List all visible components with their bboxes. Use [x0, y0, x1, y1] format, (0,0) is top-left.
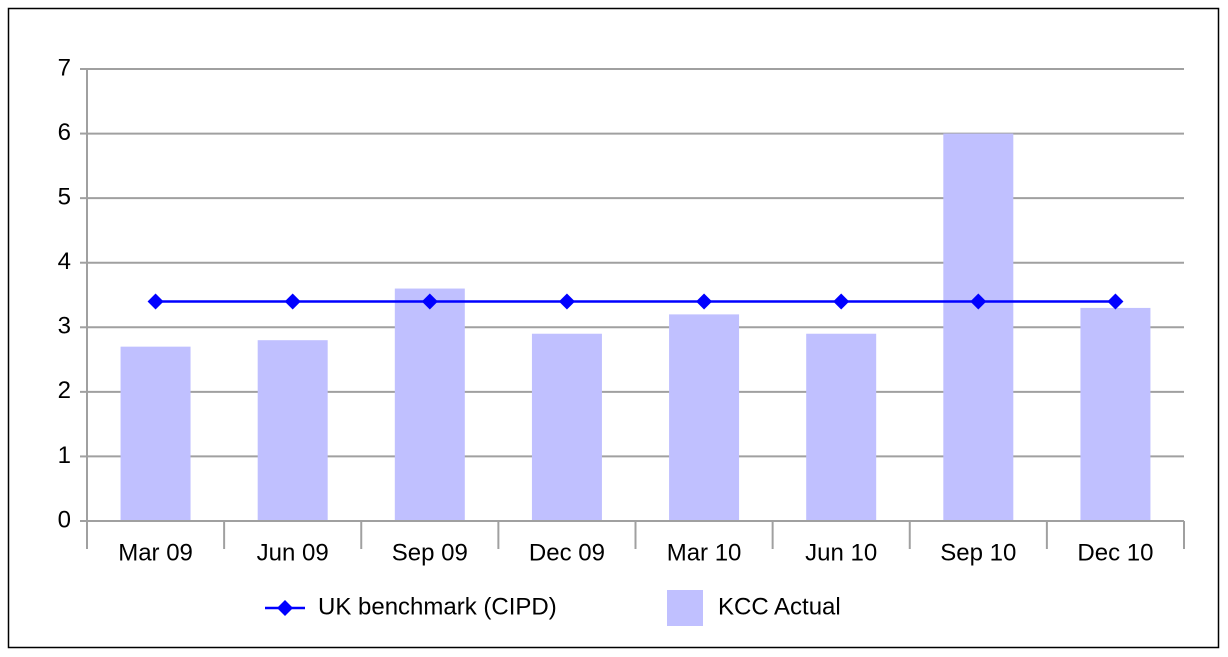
bar: [257, 340, 328, 521]
bar: [806, 333, 877, 521]
bar: [120, 346, 191, 521]
bar: [943, 133, 1014, 522]
marker: [833, 293, 850, 310]
x-tick-label: Mar 10: [667, 539, 742, 566]
y-tick-label: 2: [58, 377, 71, 404]
bar: [531, 333, 602, 521]
bar: [1080, 307, 1151, 521]
marker: [1107, 293, 1124, 310]
marker: [147, 293, 164, 310]
x-tick-label: Jun 10: [805, 539, 877, 566]
bar: [394, 288, 465, 521]
y-tick-label: 4: [58, 248, 71, 275]
legend-swatch: [667, 590, 703, 626]
x-tick-label: Sep 09: [392, 539, 468, 566]
legend-label: UK benchmark (CIPD): [318, 593, 557, 620]
y-tick-label: 0: [58, 506, 71, 533]
x-tick-label: Jun 09: [257, 539, 329, 566]
legend-marker: [277, 600, 293, 616]
marker: [558, 293, 575, 310]
y-tick-label: 3: [58, 313, 71, 340]
marker: [284, 293, 301, 310]
marker: [696, 293, 713, 310]
marker: [421, 293, 438, 310]
y-tick-label: 6: [58, 119, 71, 146]
y-tick-label: 1: [58, 442, 71, 469]
x-tick-label: Mar 09: [118, 539, 193, 566]
y-tick-label: 5: [58, 183, 71, 210]
x-tick-label: Dec 10: [1077, 539, 1153, 566]
x-tick-label: Sep 10: [940, 539, 1016, 566]
marker: [970, 293, 987, 310]
bar: [669, 314, 740, 521]
y-tick-label: 7: [58, 54, 71, 81]
x-tick-label: Dec 09: [529, 539, 605, 566]
legend-label: KCC Actual: [718, 593, 841, 620]
